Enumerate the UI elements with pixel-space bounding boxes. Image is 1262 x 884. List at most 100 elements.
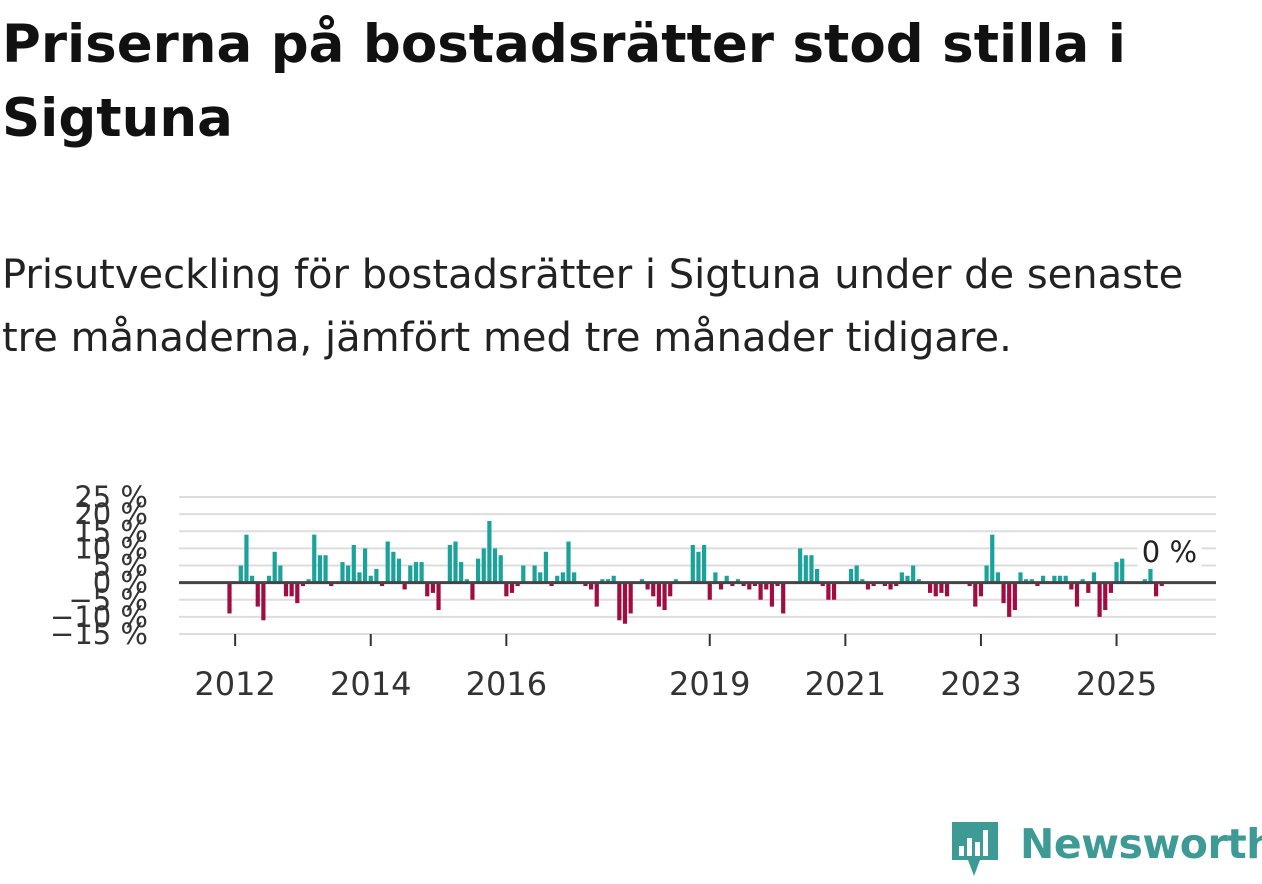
bar	[459, 562, 464, 583]
bar	[515, 582, 520, 587]
bar	[628, 582, 633, 614]
bar	[244, 534, 249, 583]
x-tick-label: 2025	[1076, 665, 1157, 703]
bar	[470, 582, 475, 600]
bar	[995, 572, 1000, 583]
bar	[549, 582, 554, 587]
bar	[600, 579, 605, 583]
y-tick-label: 10 %	[74, 531, 148, 565]
y-tick-label: −10 %	[50, 600, 148, 634]
bar	[752, 582, 758, 587]
bar	[351, 544, 356, 583]
y-tick-label: 0 %	[93, 566, 148, 600]
bar	[990, 534, 995, 583]
chart-title: Priserna på bostadsrätter stod stilla i …	[2, 14, 1126, 149]
bar	[673, 579, 678, 583]
bar	[803, 555, 808, 583]
bar	[261, 582, 266, 621]
bar	[747, 582, 752, 590]
y-tick-label: −15 %	[50, 617, 148, 651]
bar	[1086, 582, 1091, 593]
bar	[622, 582, 628, 624]
bar	[447, 544, 452, 583]
bar	[973, 582, 978, 607]
bar	[826, 582, 831, 600]
bar	[916, 579, 921, 583]
bar	[928, 582, 933, 593]
bar	[227, 582, 232, 614]
bar	[741, 582, 746, 587]
newsworthy-logo-text: Newsworthy	[1020, 820, 1262, 868]
bar	[560, 572, 565, 583]
bar	[487, 520, 492, 583]
bar	[1029, 579, 1034, 583]
bar	[1007, 582, 1012, 617]
chart-subtitle: Prisutveckling för bostadsrätter i Sigtu…	[2, 252, 1184, 361]
bar	[724, 575, 729, 583]
bar	[346, 565, 351, 583]
bar	[1063, 575, 1068, 583]
bar	[357, 572, 362, 583]
last-value-label: 0 %	[1142, 535, 1197, 569]
bar	[1142, 579, 1147, 583]
bar	[939, 582, 944, 593]
bar	[905, 575, 910, 583]
bar	[764, 582, 769, 590]
bar	[1154, 582, 1159, 597]
bar	[967, 582, 972, 587]
bar	[413, 562, 419, 583]
bar	[871, 582, 876, 587]
bar	[368, 575, 373, 583]
y-axis-labels: 25 %20 %15 %10 %5 %0 %−5 %−10 %−15 %	[50, 480, 148, 651]
bar	[532, 565, 537, 583]
bar	[498, 555, 503, 583]
bar	[1052, 575, 1057, 583]
bar	[769, 582, 774, 607]
price-change-bar-chart: 25 %20 %15 %10 %5 %0 %−5 %−10 %−15 % 201…	[50, 480, 1216, 703]
bar	[255, 582, 260, 607]
x-tick-label: 2023	[940, 665, 1021, 703]
bar	[944, 582, 950, 597]
bar	[250, 575, 255, 583]
bar	[379, 582, 385, 587]
bar	[492, 548, 498, 583]
x-axis: 2012 2014 2016 2019 2021 2023 2025	[194, 634, 1157, 703]
bar	[933, 582, 938, 597]
bar	[238, 565, 243, 583]
bar	[1159, 582, 1164, 587]
bar	[758, 582, 763, 600]
annotation-group: 0 %	[1137, 534, 1202, 569]
y-tick-label: 15 %	[74, 514, 148, 548]
bar	[572, 572, 577, 583]
y-tick-label: −5 %	[68, 583, 148, 617]
bar	[464, 579, 469, 583]
bar	[1018, 572, 1023, 583]
bar	[521, 565, 526, 583]
bar	[984, 565, 989, 583]
bar	[1108, 582, 1113, 593]
bar	[713, 572, 718, 583]
x-tick-label: 2014	[330, 665, 411, 703]
bar	[323, 555, 328, 583]
bar	[1041, 575, 1046, 583]
bar	[306, 579, 311, 583]
bar	[1120, 558, 1125, 583]
bar	[300, 582, 306, 587]
bar	[363, 548, 368, 583]
bar	[402, 582, 407, 590]
bar	[696, 551, 701, 583]
bar	[1080, 579, 1085, 583]
x-tick-label: 2019	[669, 665, 750, 703]
bar	[1097, 582, 1102, 617]
x-tick-label: 2021	[805, 665, 886, 703]
bar	[374, 568, 379, 583]
bar	[860, 579, 865, 583]
bar	[707, 582, 712, 600]
annotation-background	[1137, 534, 1202, 568]
bar	[594, 582, 599, 607]
bar	[289, 582, 294, 597]
bar	[702, 544, 707, 583]
bar	[605, 579, 611, 583]
bar	[391, 551, 396, 583]
bar	[419, 562, 424, 583]
